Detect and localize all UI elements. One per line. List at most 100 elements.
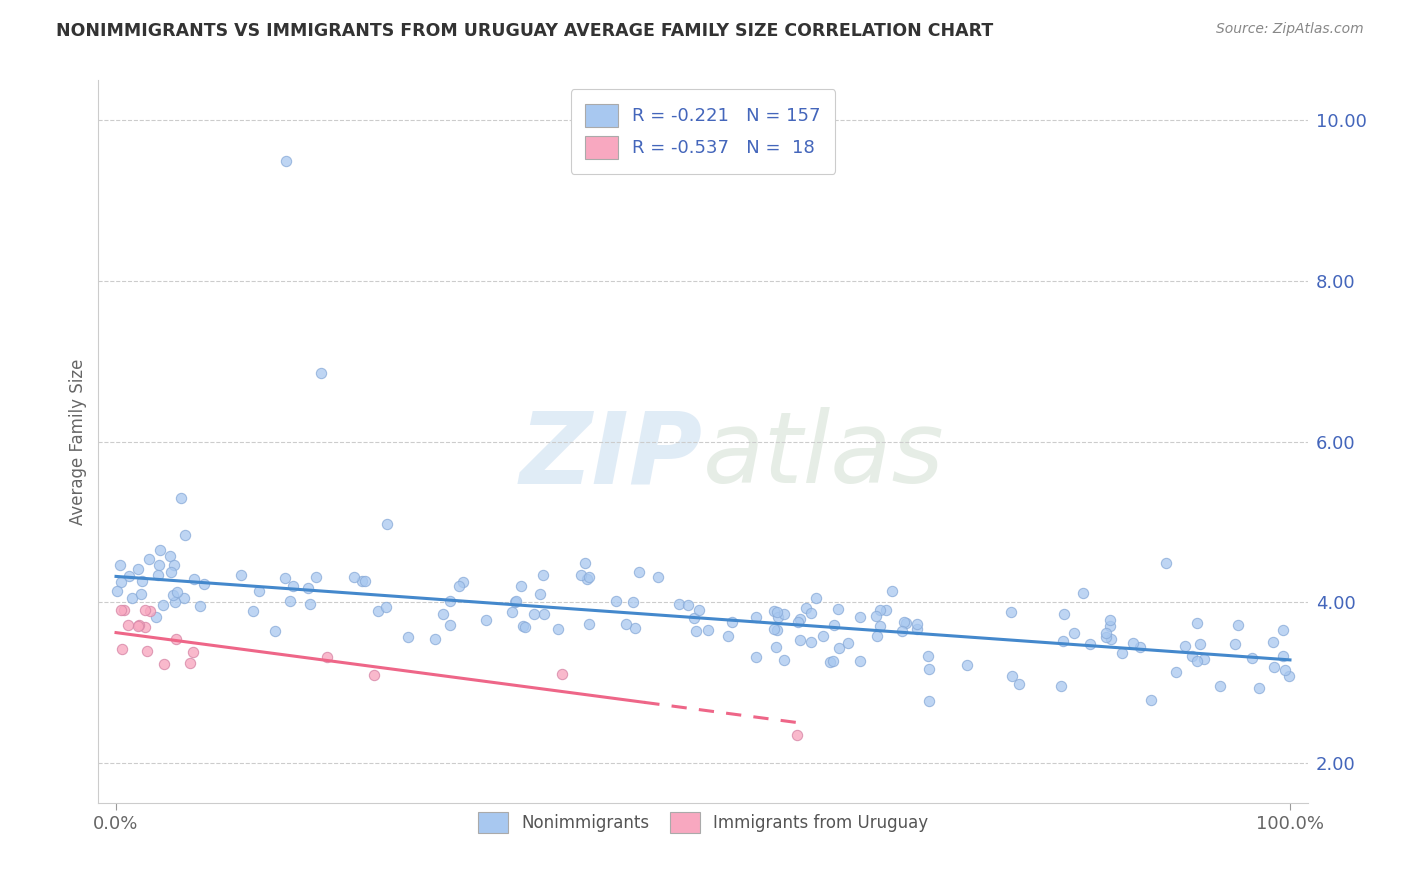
Legend: Nonimmigrants, Immigrants from Uruguay: Nonimmigrants, Immigrants from Uruguay xyxy=(470,804,936,841)
Point xyxy=(169,491,191,505)
Point xyxy=(148,558,170,573)
Point xyxy=(688,603,710,617)
Point xyxy=(683,611,706,625)
Point xyxy=(311,366,333,380)
Point xyxy=(765,640,787,654)
Point xyxy=(425,632,447,646)
Point xyxy=(128,617,150,632)
Point xyxy=(174,528,197,542)
Point xyxy=(350,574,373,589)
Point xyxy=(105,584,128,599)
Point xyxy=(605,593,627,607)
Point xyxy=(574,556,596,570)
Point xyxy=(1263,660,1285,674)
Point xyxy=(127,562,149,576)
Point xyxy=(800,635,823,649)
Point xyxy=(1071,586,1094,600)
Point xyxy=(1278,669,1301,683)
Point xyxy=(745,650,768,665)
Point xyxy=(316,650,339,665)
Point xyxy=(1129,640,1152,655)
Point xyxy=(818,655,841,669)
Point xyxy=(823,618,845,632)
Point xyxy=(183,572,205,586)
Point xyxy=(627,565,650,579)
Point xyxy=(1094,625,1116,640)
Point xyxy=(787,615,810,630)
Point xyxy=(297,581,319,595)
Point xyxy=(110,603,132,617)
Point xyxy=(363,667,385,681)
Point xyxy=(121,591,143,606)
Point xyxy=(149,543,172,558)
Point xyxy=(159,549,181,563)
Point xyxy=(837,636,859,650)
Point xyxy=(439,594,461,608)
Point xyxy=(813,629,835,643)
Point xyxy=(773,607,796,622)
Point xyxy=(1249,681,1271,695)
Point xyxy=(153,657,176,672)
Point xyxy=(276,153,298,168)
Y-axis label: Average Family Size: Average Family Size xyxy=(69,359,87,524)
Point xyxy=(1000,606,1022,620)
Point xyxy=(1241,651,1264,665)
Point xyxy=(193,576,215,591)
Point xyxy=(789,633,811,648)
Point xyxy=(678,598,700,612)
Point xyxy=(145,610,167,624)
Point xyxy=(894,616,917,631)
Point xyxy=(1053,607,1076,622)
Point xyxy=(505,594,527,608)
Point xyxy=(129,587,152,601)
Point xyxy=(146,568,169,582)
Point xyxy=(956,658,979,673)
Point xyxy=(152,599,174,613)
Point xyxy=(576,572,599,586)
Point xyxy=(138,552,160,566)
Point xyxy=(439,618,461,632)
Point xyxy=(1007,677,1029,691)
Point xyxy=(786,728,808,742)
Point xyxy=(117,618,139,632)
Point xyxy=(165,632,187,646)
Point xyxy=(578,569,600,583)
Point xyxy=(918,693,941,707)
Point xyxy=(647,569,669,583)
Point xyxy=(283,580,305,594)
Point xyxy=(800,606,823,620)
Point xyxy=(880,583,903,598)
Point xyxy=(547,623,569,637)
Point xyxy=(173,591,195,606)
Point xyxy=(696,623,718,637)
Point xyxy=(1174,640,1197,654)
Point xyxy=(624,621,647,635)
Point xyxy=(138,604,160,618)
Point xyxy=(569,568,592,582)
Point xyxy=(875,603,897,617)
Point xyxy=(745,609,768,624)
Point xyxy=(866,629,889,643)
Point xyxy=(1139,693,1161,707)
Point xyxy=(396,630,419,644)
Point xyxy=(827,601,849,615)
Point xyxy=(447,579,470,593)
Point xyxy=(1154,556,1177,570)
Point xyxy=(614,617,637,632)
Point xyxy=(1063,625,1085,640)
Point xyxy=(134,620,156,634)
Point xyxy=(1187,655,1209,669)
Point xyxy=(134,603,156,617)
Point xyxy=(849,653,872,667)
Point xyxy=(343,569,366,583)
Point xyxy=(512,619,534,633)
Point xyxy=(162,588,184,602)
Point xyxy=(188,599,211,614)
Point xyxy=(893,615,915,629)
Point xyxy=(110,575,132,590)
Point xyxy=(766,605,789,619)
Point xyxy=(131,574,153,588)
Point xyxy=(621,595,644,609)
Point xyxy=(353,574,375,589)
Point xyxy=(247,583,270,598)
